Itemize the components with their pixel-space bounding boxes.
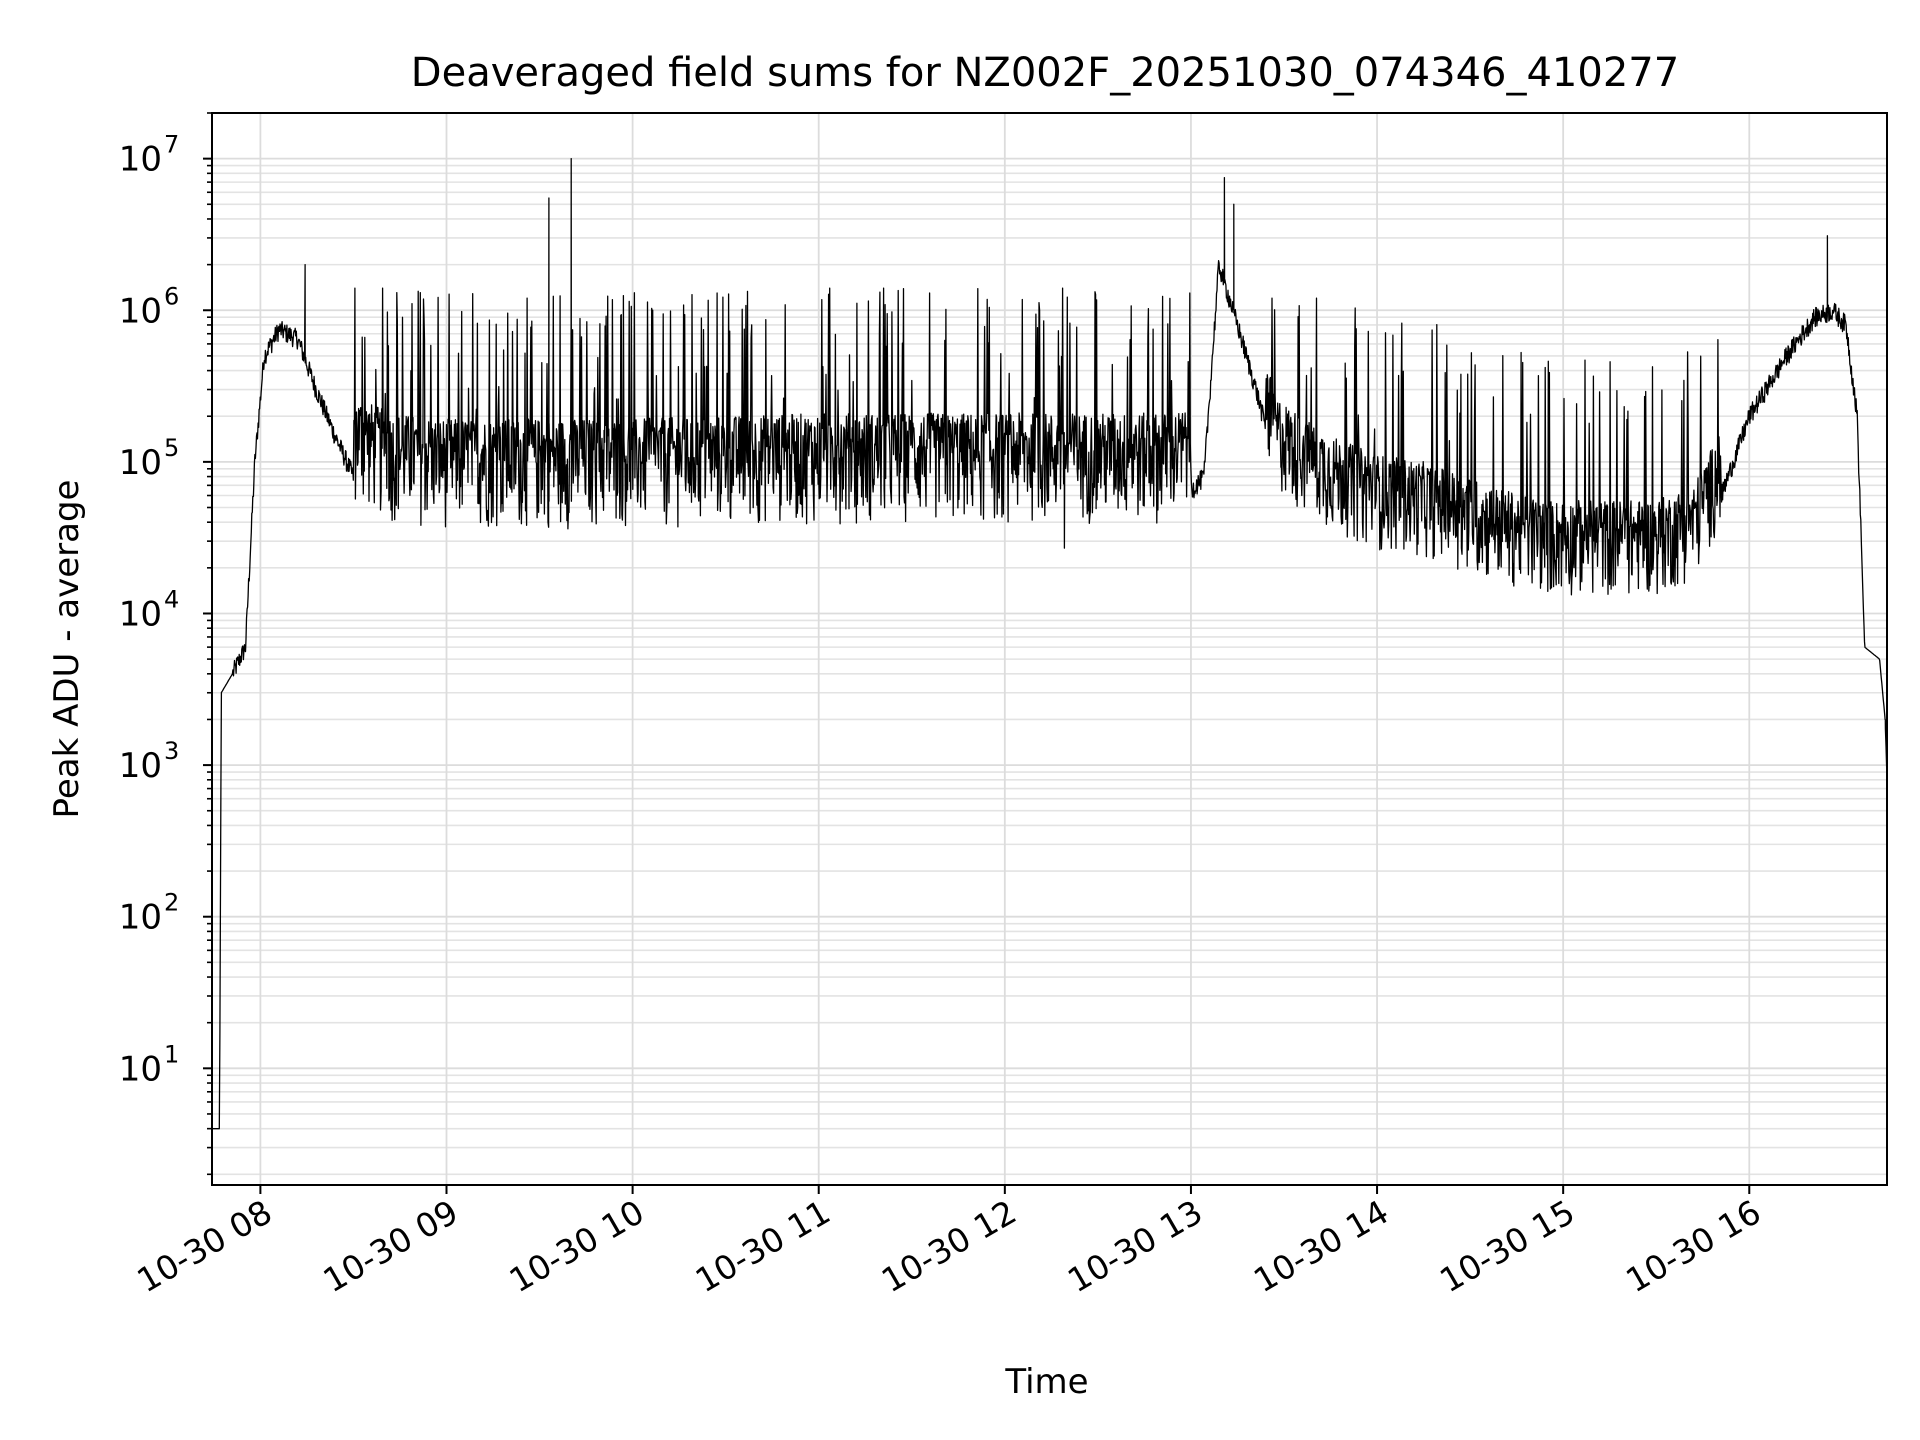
y-tick-label-exponent: 7 (164, 131, 179, 159)
y-tick-label-exponent: 5 (164, 434, 179, 462)
y-tick-label: 10 (119, 443, 162, 483)
chart-title: Deaveraged field sums for NZ002F_2025103… (411, 50, 1679, 96)
series-line (211, 157, 1888, 1130)
y-tick-label: 10 (119, 140, 162, 180)
y-tick-label-exponent: 6 (164, 282, 179, 310)
y-tick-label: 10 (119, 291, 162, 331)
y-tick-label-exponent: 2 (164, 889, 179, 917)
y-tick-label-exponent: 4 (164, 585, 179, 613)
y-tick-label: 10 (119, 1049, 162, 1089)
y-tick-label: 10 (119, 898, 162, 938)
y-axis-label: Peak ADU - average (47, 480, 87, 819)
y-tick-label: 10 (119, 746, 162, 786)
x-axis-label: Time (1004, 1362, 1088, 1402)
y-tick-label-exponent: 3 (164, 737, 179, 765)
y-tick-label: 10 (119, 594, 162, 634)
plot-frame (211, 112, 1888, 1186)
series-layer (211, 157, 1888, 1130)
y-tick-label-exponent: 1 (164, 1040, 179, 1068)
